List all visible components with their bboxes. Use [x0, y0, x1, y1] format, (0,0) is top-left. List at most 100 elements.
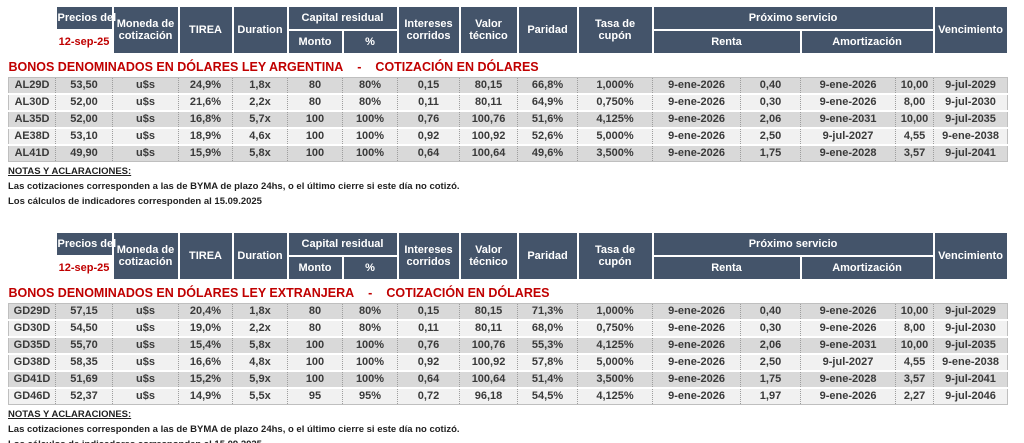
section-title-main: BONOS DENOMINADOS EN DÓLARES LEY EXTRANJ… [8, 286, 355, 300]
table-title-row: BONOS DENOMINADOS EN DÓLARES LEY ARGENTI… [8, 54, 1008, 78]
cell-col-4: 4,8x [232, 354, 288, 372]
header-spacer [9, 6, 56, 54]
table-title-row: BONOS DENOMINADOS EN DÓLARES LEY EXTRANJ… [8, 280, 1008, 304]
col-header-monto: Monto [286, 255, 344, 281]
cell-col-10: 0,750% [577, 94, 654, 112]
cell-col-2: u$s [112, 145, 179, 162]
cell-col-13: 9-ene-2028 [800, 145, 897, 162]
cell-col-4: 2,2x [232, 94, 288, 112]
cell-col-0: AL41D [8, 145, 56, 162]
col-header-tasa-cupon: Tasa de cupón [576, 5, 654, 55]
col-header-paridad: Paridad [516, 5, 579, 55]
cell-col-11: 9-ene-2026 [652, 128, 742, 146]
table-row: AE38D 53,10 u$s 18,9% 4,6x 100 100% 0,92 100,92 5… [8, 128, 1009, 146]
col-header-vencimiento: Vencimiento [932, 231, 1009, 281]
cell-col-9: 49,6% [517, 145, 579, 162]
cell-col-6: 100% [341, 337, 399, 355]
cell-col-4: 5,8x [232, 145, 288, 162]
col-header-monto: Monto [286, 29, 344, 55]
cell-col-12: 0,30 [740, 320, 802, 338]
col-header-precios-del: Precios del [54, 231, 116, 257]
cell-col-3: 20,4% [178, 303, 233, 321]
col-header-precios-del: Precios del [54, 5, 116, 31]
cell-col-3: 16,6% [178, 354, 233, 372]
cell-col-3: 18,9% [178, 128, 233, 146]
cell-col-10: 4,125% [577, 337, 654, 355]
cell-col-15: 9-jul-2041 [933, 371, 1009, 389]
cell-col-9: 57,8% [517, 354, 579, 372]
cell-col-9: 51,4% [517, 371, 579, 389]
cell-col-3: 19,0% [178, 320, 233, 338]
table-header: Precios del Moneda de cotización TIREA D… [9, 231, 1009, 281]
cell-col-15: 9-jul-2041 [933, 145, 1009, 162]
cell-col-2: u$s [112, 354, 179, 372]
cell-col-9: 71,3% [517, 303, 579, 321]
cell-col-1: 52,00 [55, 111, 113, 129]
header-row-top: Precios del Moneda de cotización TIREA D… [9, 231, 1009, 281]
cell-col-12: 1,75 [740, 145, 802, 162]
cell-col-14: 10,00 [895, 303, 935, 321]
col-header-tasa-cupon: Tasa de cupón [576, 231, 654, 281]
section-ley-extranjera: Precios del Moneda de cotización TIREA D… [8, 231, 1024, 443]
col-header-pct: % [341, 29, 399, 55]
note-line: Los cálculos de indicadores corresponden… [8, 196, 262, 207]
cell-col-2: u$s [112, 111, 179, 129]
cell-col-7: 0,15 [397, 303, 461, 321]
cell-col-0: AL30D [8, 94, 56, 112]
notes-heading: NOTAS Y ACLARACIONES: [8, 166, 132, 177]
table-row: GD29D 57,15 u$s 20,4% 1,8x 80 80% 0,15 80,15 71,3… [8, 303, 1009, 321]
cell-col-6: 100% [341, 111, 399, 129]
cell-col-3: 15,9% [178, 145, 233, 162]
col-header-valor-tecnico: Valor técnico [458, 231, 519, 281]
cell-col-8: 100,92 [459, 354, 519, 372]
cell-col-14: 8,00 [895, 320, 935, 338]
cell-col-7: 0,64 [397, 371, 461, 389]
cell-col-11: 9-ene-2026 [652, 94, 742, 112]
cell-col-13: 9-ene-2031 [800, 111, 897, 129]
cell-col-13: 9-ene-2026 [800, 320, 897, 338]
cell-col-12: 0,40 [740, 303, 802, 321]
cell-col-0: AL29D [8, 77, 56, 95]
cell-col-12: 1,75 [740, 371, 802, 389]
col-header-renta: Renta [651, 255, 802, 281]
section-title: BONOS DENOMINADOS EN DÓLARES LEY EXTRANJ… [8, 280, 1008, 304]
table-row: GD38D 58,35 u$s 16,6% 4,8x 100 100% 0,92 100,92 5… [8, 354, 1009, 372]
cell-col-5: 100 [287, 128, 343, 146]
cell-col-10: 3,500% [577, 145, 654, 162]
cell-col-9: 51,6% [517, 111, 579, 129]
cell-col-12: 0,40 [740, 77, 802, 95]
cell-col-9: 66,8% [517, 77, 579, 95]
cell-col-6: 80% [341, 94, 399, 112]
cell-col-7: 0,15 [397, 77, 461, 95]
cell-col-12: 1,97 [740, 388, 802, 405]
cell-col-2: u$s [112, 128, 179, 146]
cell-col-5: 100 [287, 145, 343, 162]
cell-col-4: 2,2x [232, 320, 288, 338]
cell-col-7: 0,64 [397, 145, 461, 162]
note-line: Las cotizaciones corresponden a las de B… [8, 424, 460, 435]
cell-col-14: 4,55 [895, 354, 935, 372]
col-header-proximo-servicio: Próximo servicio [651, 5, 935, 31]
cell-col-13: 9-ene-2026 [800, 77, 897, 95]
cell-col-11: 9-ene-2026 [652, 111, 742, 129]
cell-col-1: 49,90 [55, 145, 113, 162]
notes-block: NOTAS Y ACLARACIONES: Las cotizaciones c… [8, 166, 1024, 207]
cell-col-15: 9-ene-2038 [933, 128, 1009, 146]
cell-col-15: 9-jul-2030 [933, 94, 1009, 112]
cell-col-8: 80,15 [459, 303, 519, 321]
cell-col-5: 80 [287, 94, 343, 112]
cell-col-0: GD38D [8, 354, 56, 372]
cell-col-3: 15,2% [178, 371, 233, 389]
cell-col-10: 4,125% [577, 111, 654, 129]
cell-col-15: 9-ene-2038 [933, 354, 1009, 372]
cell-col-10: 4,125% [577, 388, 654, 405]
cell-col-7: 0,76 [397, 337, 461, 355]
cell-col-5: 95 [287, 388, 343, 405]
table-row: GD46D 52,37 u$s 14,9% 5,5x 95 95% 0,72 96,18 54,5… [8, 388, 1009, 405]
cell-col-15: 9-jul-2046 [933, 388, 1009, 405]
cell-col-1: 51,69 [55, 371, 113, 389]
price-date-cell: 12-sep-25 [54, 29, 114, 55]
header-row-top: Precios del Moneda de cotización TIREA D… [9, 5, 1009, 55]
cell-col-9: 55,3% [517, 337, 579, 355]
cell-col-0: GD41D [8, 371, 56, 389]
